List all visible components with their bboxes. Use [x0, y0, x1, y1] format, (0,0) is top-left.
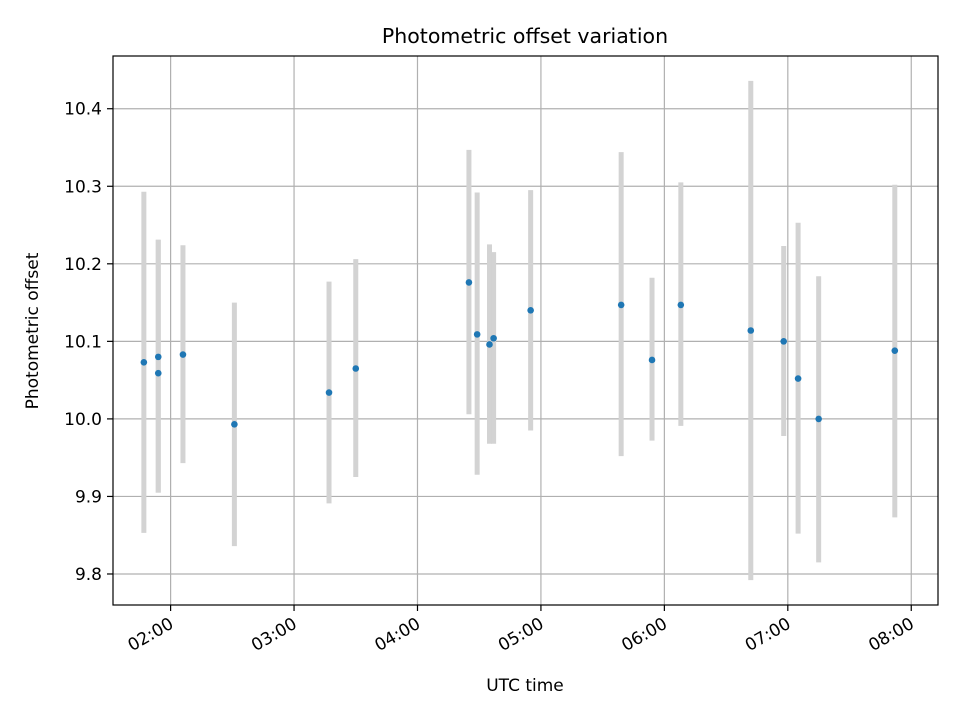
data-point: [231, 421, 238, 428]
data-point: [815, 415, 822, 423]
plot-frame: [112, 55, 939, 606]
y-tick-label: 10.0: [64, 410, 102, 430]
y-tick-label: 10.1: [64, 332, 102, 352]
data-point: [747, 327, 755, 334]
data-point: [490, 334, 497, 342]
data-point: [794, 375, 802, 382]
data-point: [648, 356, 656, 364]
data-point: [473, 331, 481, 338]
y-tick-label: 10.4: [64, 100, 102, 120]
data-points: [140, 279, 899, 428]
y-axis-title: Photometric offset: [23, 252, 43, 409]
data-point: [352, 365, 360, 372]
y-tick-label: 9.9: [75, 487, 102, 507]
data-point: [140, 358, 148, 366]
data-point: [677, 301, 685, 309]
chart-title: Photometric offset variation: [382, 24, 668, 48]
data-point: [465, 279, 473, 286]
data-point: [617, 301, 625, 309]
y-tick-label: 10.3: [64, 177, 102, 197]
y-tick-label: 9.8: [75, 565, 102, 585]
data-point: [780, 338, 787, 345]
data-point: [154, 369, 162, 377]
data-point: [891, 347, 899, 354]
data-point: [179, 351, 187, 358]
data-point: [486, 341, 493, 348]
data-point: [325, 389, 333, 396]
data-point: [527, 307, 534, 314]
y-tick-label: 10.2: [64, 255, 102, 275]
data-point: [154, 353, 162, 361]
x-axis-title: UTC time: [486, 676, 564, 696]
